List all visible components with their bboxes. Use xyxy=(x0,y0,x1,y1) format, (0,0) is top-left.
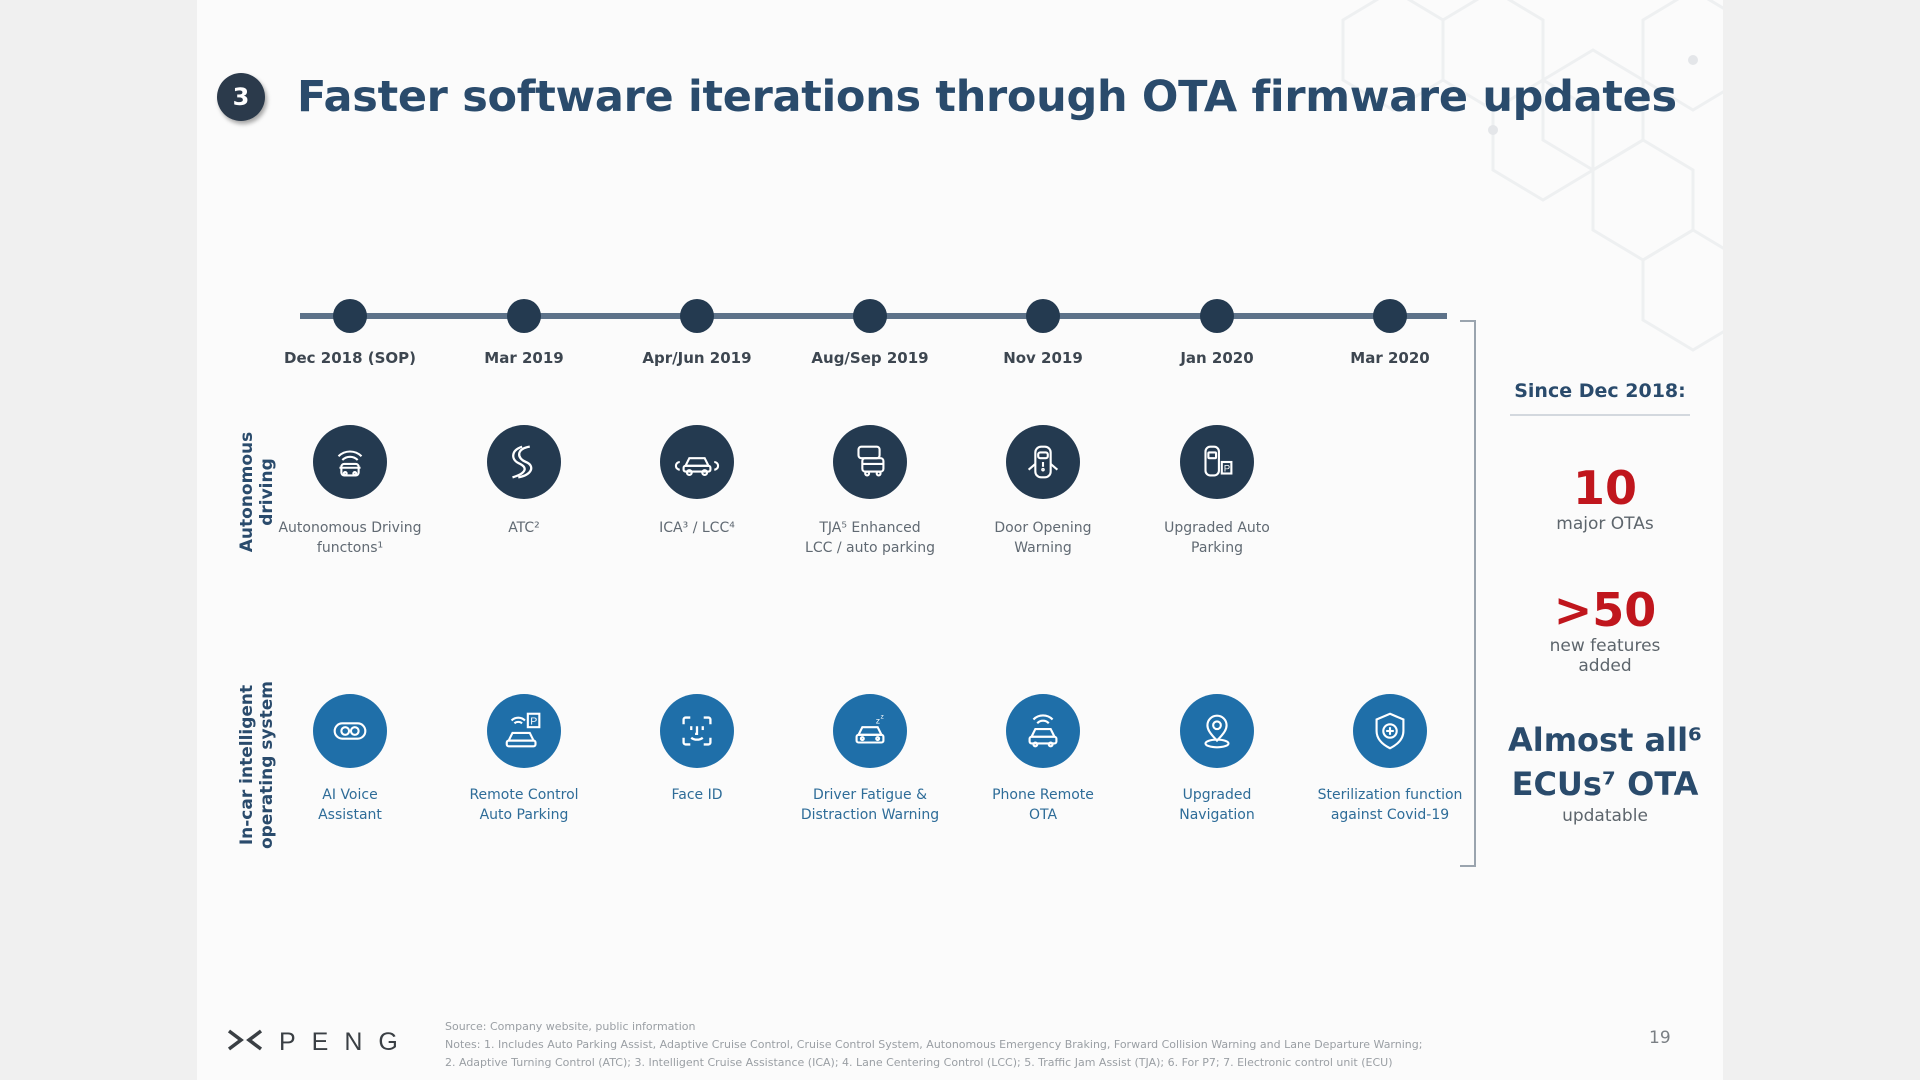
caption-face-id: Face ID xyxy=(671,787,723,803)
timeline-date: Mar 2019 xyxy=(484,349,564,367)
notes-line-2: 2. Adaptive Turning Control (ATC); 3. In… xyxy=(445,1056,1393,1069)
caption-autonomous-driving-functions: Autonomous Driving functons¹ xyxy=(278,520,422,556)
voice-assistant-icon xyxy=(313,694,387,768)
ecu-line-1: Almost all⁶ xyxy=(1507,721,1703,759)
timeline-bracket xyxy=(1460,320,1476,867)
timeline xyxy=(300,299,1476,867)
page-number: 19 xyxy=(1649,1028,1671,1048)
caption-ai-voice-assistant: AI Voice Assistant xyxy=(318,787,382,823)
timeline-date: Nov 2019 xyxy=(1003,349,1083,367)
caption-upgraded-navigation: Upgraded Navigation xyxy=(1179,787,1255,823)
navigation-pin-icon xyxy=(1180,694,1254,768)
timeline-date: Apr/Jun 2019 xyxy=(642,349,752,367)
door-warning-icon xyxy=(1006,425,1080,499)
svg-text:z: z xyxy=(876,715,880,725)
notes-line-1: Notes: 1. Includes Auto Parking Assist, … xyxy=(445,1038,1423,1051)
otas-number: 10 xyxy=(1572,461,1637,515)
caption-door-opening-warning: Door Opening Warning xyxy=(994,520,1092,556)
svg-text:P: P xyxy=(530,715,537,727)
slide: 3 Faster software iterations through OTA… xyxy=(197,0,1723,1080)
timeline-dot xyxy=(333,299,367,333)
row-label-incar: In-car intelligent operating system xyxy=(237,680,277,850)
caption-tja: TJA⁵ Enhanced LCC / auto parking xyxy=(805,520,935,556)
summary-ecus: Almost all⁶ ECUs⁷ OTA updatable xyxy=(1507,718,1703,826)
ecu-line-2: ECUs⁷ OTA xyxy=(1511,765,1699,803)
xpeng-logo-icon: PENG xyxy=(227,1028,414,1055)
logo-wordmark: PENG xyxy=(279,1028,414,1055)
summary-divider xyxy=(1510,414,1690,416)
auto-parking-icon: P xyxy=(1180,425,1254,499)
traffic-jam-icon xyxy=(833,425,907,499)
timeline-dot xyxy=(680,299,714,333)
driver-fatigue-icon: z z xyxy=(833,694,907,768)
hexagon-pattern-icon xyxy=(1341,0,1723,352)
section-number-badge: 3 xyxy=(217,73,265,121)
timeline-date: Mar 2020 xyxy=(1350,349,1430,367)
timeline-date: Dec 2018 (SOP) xyxy=(284,349,416,367)
timeline-dot xyxy=(1200,299,1234,333)
timeline-date: Aug/Sep 2019 xyxy=(811,349,929,367)
autonomous-car-icon xyxy=(313,425,387,499)
caption-phone-remote-ota: Phone Remote OTA xyxy=(992,787,1094,823)
caption-ica-lcc: ICA³ / LCC⁴ xyxy=(659,520,735,536)
svg-text:z: z xyxy=(881,714,885,721)
timeline-date: Jan 2020 xyxy=(1180,349,1254,367)
slide-title: Faster software iterations through OTA f… xyxy=(297,72,1677,122)
svg-text:P: P xyxy=(1224,464,1230,475)
timeline-dot xyxy=(1373,299,1407,333)
summary-features: >50 new features added xyxy=(1507,584,1703,676)
timeline-dot xyxy=(853,299,887,333)
summary-heading: Since Dec 2018: xyxy=(1514,380,1686,402)
summary-otas: 10 major OTAs xyxy=(1507,462,1703,534)
caption-atc: ATC² xyxy=(508,520,540,536)
timeline-dot xyxy=(507,299,541,333)
face-id-icon xyxy=(660,694,734,768)
features-label-2: added xyxy=(1578,656,1632,676)
sterilization-shield-icon xyxy=(1353,694,1427,768)
features-label-1: new features xyxy=(1549,636,1661,656)
footer-notes: Source: Company website, public informat… xyxy=(445,1018,1515,1072)
ecu-label: updatable xyxy=(1562,806,1648,826)
car-sensor-icon xyxy=(660,425,734,499)
otas-label: major OTAs xyxy=(1556,514,1654,534)
curvy-road-icon xyxy=(487,425,561,499)
source-line: Source: Company website, public informat… xyxy=(445,1020,696,1033)
remote-parking-icon: P xyxy=(487,694,561,768)
caption-remote-control-auto-parking: Remote Control Auto Parking xyxy=(469,787,579,823)
timeline-dot xyxy=(1026,299,1060,333)
features-number: >50 xyxy=(1553,583,1657,637)
caption-upgraded-auto-parking: Upgraded Auto Parking xyxy=(1164,520,1270,556)
caption-sterilization: Sterilization function against Covid-19 xyxy=(1317,787,1463,823)
phone-remote-icon xyxy=(1006,694,1080,768)
caption-driver-fatigue: Driver Fatigue & Distraction Warning xyxy=(800,787,940,823)
